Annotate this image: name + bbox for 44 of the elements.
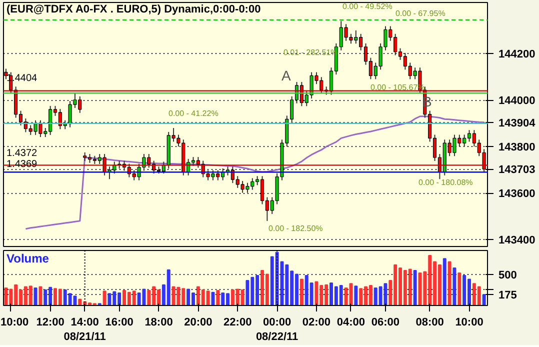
bar xyxy=(452,268,456,306)
bar xyxy=(216,290,220,306)
y-tick-label: 144000 xyxy=(498,95,536,108)
chart-title: Volume xyxy=(6,252,50,266)
x-tick-label: 10:00 xyxy=(455,316,484,328)
bar xyxy=(102,290,106,306)
x-tick-label: 08:00 xyxy=(416,316,444,328)
bar xyxy=(354,286,358,306)
x-tick-label: 22:00 xyxy=(224,316,252,328)
annotation: 0.00 - 180.08% xyxy=(418,178,473,187)
x-tick-label: 12:00 xyxy=(36,316,64,328)
x-tick-label: 14:00 08/21/11 xyxy=(64,316,106,343)
bar xyxy=(211,292,215,306)
annotation: 0.00 - 182.50% xyxy=(268,224,323,233)
x-tick-label: 10:00 xyxy=(0,316,29,328)
annotation: 1.4372 xyxy=(6,148,38,159)
x-tick-label: 04:00 xyxy=(336,316,366,328)
x-tick-label: 18:00 xyxy=(144,316,173,328)
y-tick-label: 143703 xyxy=(498,164,536,176)
bar xyxy=(482,294,486,306)
x-tick-label: 16:00 xyxy=(105,316,134,328)
bar xyxy=(448,261,452,306)
annotation: A xyxy=(282,68,292,84)
bar xyxy=(458,272,462,306)
y-tick-label: 143600 xyxy=(498,188,536,200)
y-tick-label: 143904 xyxy=(498,117,536,130)
bar xyxy=(300,278,304,306)
y-tick-label: 143400 xyxy=(498,234,536,247)
annotation: 0.00 - 49.52% xyxy=(342,2,392,11)
annotation: 0.00 - 41.22% xyxy=(168,109,218,118)
x-tick-label: 02:00 xyxy=(302,316,331,328)
annotation: 0.00 - 67.95% xyxy=(396,9,446,18)
y-tick-label: 500 xyxy=(498,269,517,282)
bar xyxy=(38,286,42,306)
y-tick-label: 175 xyxy=(498,290,517,302)
chart-title: (EUR@TDFX A0-FX . EURO,5) Dynamic,0:00-0:00 xyxy=(6,4,261,16)
bar xyxy=(442,258,446,306)
x-tick-label: 00:00 08/22/11 xyxy=(256,316,298,343)
bar xyxy=(34,288,38,306)
x-tick-label: 20:00 xyxy=(184,316,212,328)
x-tick-label: 06:00 xyxy=(371,316,400,328)
y-tick-label: 143800 xyxy=(498,142,536,154)
bar xyxy=(413,270,417,306)
y-tick-label: 144200 xyxy=(498,48,536,61)
